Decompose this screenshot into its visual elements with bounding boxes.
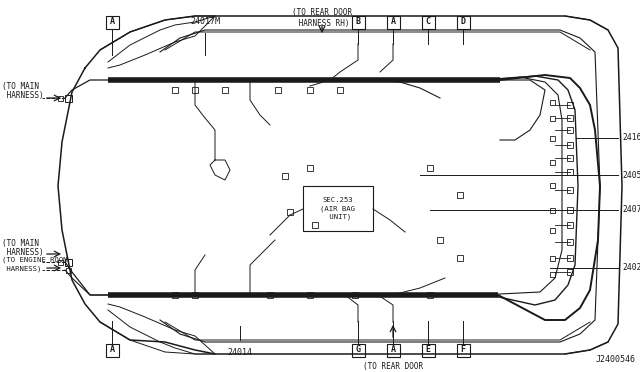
Bar: [550, 115, 554, 121]
Text: C: C: [426, 17, 431, 26]
Bar: [222, 87, 228, 93]
Bar: [337, 87, 343, 93]
Bar: [567, 127, 573, 133]
Bar: [275, 87, 281, 93]
Bar: [387, 16, 399, 29]
Text: (TO MAIN: (TO MAIN: [2, 82, 39, 91]
Bar: [307, 292, 313, 298]
Bar: [192, 292, 198, 298]
Bar: [567, 102, 573, 108]
Bar: [65, 259, 72, 266]
Bar: [172, 87, 178, 93]
Bar: [567, 187, 573, 193]
Text: A: A: [109, 17, 115, 26]
Text: HARNESS): HARNESS): [2, 248, 44, 257]
Bar: [58, 96, 63, 100]
Bar: [267, 292, 273, 298]
Bar: [567, 142, 573, 148]
Bar: [307, 165, 313, 171]
Bar: [282, 173, 288, 179]
Bar: [303, 186, 373, 231]
Bar: [567, 169, 573, 175]
Text: G: G: [355, 346, 360, 355]
Bar: [550, 208, 554, 212]
Bar: [567, 207, 573, 213]
Text: 24027N: 24027N: [622, 263, 640, 273]
Text: A: A: [390, 17, 396, 26]
Bar: [351, 343, 365, 356]
Bar: [192, 87, 198, 93]
Bar: [422, 16, 435, 29]
Text: SEC.253
(AIR BAG
 UNIT): SEC.253 (AIR BAG UNIT): [321, 197, 355, 220]
Bar: [106, 16, 118, 29]
Bar: [437, 237, 443, 243]
Text: F: F: [461, 346, 465, 355]
Bar: [567, 269, 573, 275]
Bar: [567, 115, 573, 121]
Bar: [550, 228, 554, 232]
Bar: [457, 255, 463, 261]
Bar: [65, 94, 72, 102]
Bar: [456, 16, 470, 29]
Text: 24079D: 24079D: [622, 205, 640, 215]
Text: (TO ENGINE ROOM: (TO ENGINE ROOM: [2, 257, 68, 263]
Bar: [567, 255, 573, 261]
Bar: [307, 87, 313, 93]
Bar: [106, 343, 118, 356]
Bar: [58, 260, 63, 264]
Text: (TO REAR DOOR
 HARNESS LH): (TO REAR DOOR HARNESS LH): [363, 362, 423, 372]
Bar: [550, 256, 554, 260]
Text: J2400546: J2400546: [596, 355, 636, 364]
Bar: [550, 99, 554, 105]
Bar: [550, 160, 554, 164]
Text: E: E: [426, 346, 431, 355]
Bar: [422, 343, 435, 356]
Bar: [550, 183, 554, 187]
Bar: [65, 267, 70, 273]
Bar: [567, 222, 573, 228]
Text: A: A: [109, 346, 115, 355]
Text: 24167D: 24167D: [622, 134, 640, 142]
Text: HARNESS): HARNESS): [2, 266, 42, 272]
Text: 24017M: 24017M: [190, 17, 220, 26]
Bar: [567, 239, 573, 245]
Bar: [567, 155, 573, 161]
Text: A: A: [390, 346, 396, 355]
Bar: [352, 292, 358, 298]
Text: (TO REAR DOOR
 HARNESS RH): (TO REAR DOOR HARNESS RH): [292, 8, 352, 28]
Bar: [550, 135, 554, 141]
Text: 24058: 24058: [622, 170, 640, 180]
Bar: [387, 343, 399, 356]
Bar: [427, 292, 433, 298]
Bar: [172, 292, 178, 298]
Text: B: B: [355, 17, 360, 26]
Bar: [427, 165, 433, 171]
Text: D: D: [461, 17, 465, 26]
Text: 24014: 24014: [227, 348, 253, 357]
Bar: [287, 209, 293, 215]
Text: HARNESS): HARNESS): [2, 91, 44, 100]
Bar: [550, 272, 554, 276]
Bar: [457, 192, 463, 198]
Text: (TO MAIN: (TO MAIN: [2, 239, 39, 248]
Bar: [351, 16, 365, 29]
Bar: [456, 343, 470, 356]
Bar: [312, 222, 318, 228]
